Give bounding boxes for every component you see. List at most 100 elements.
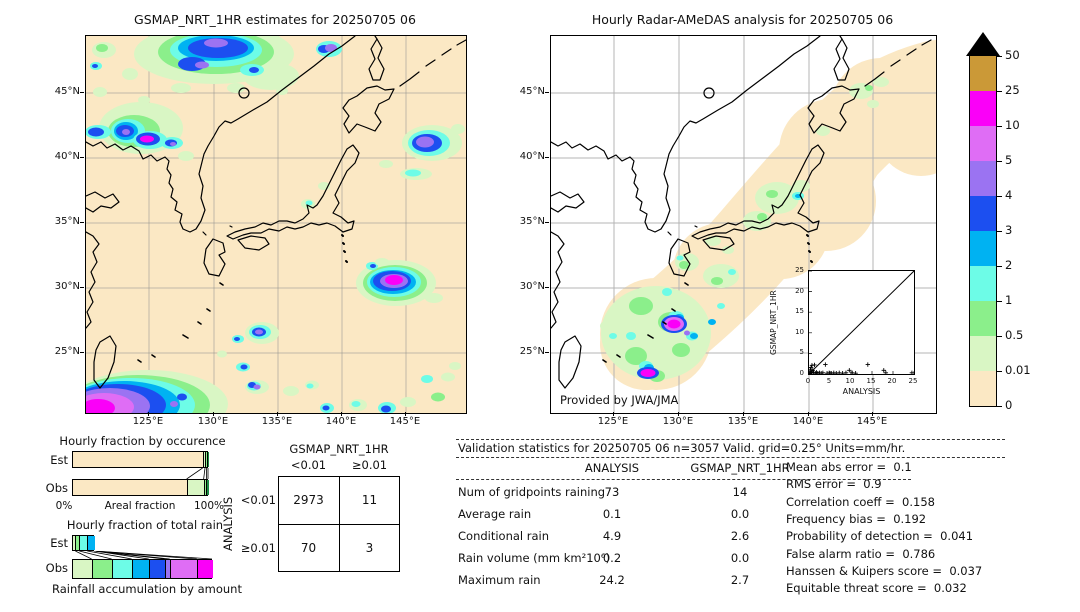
bar-segment <box>207 480 209 495</box>
colorbar-overflow-triangle <box>966 32 1000 56</box>
inset-x-tick-label: 15 <box>866 377 876 385</box>
bar-segment <box>165 560 171 578</box>
contingency-grid-hline <box>279 524 399 525</box>
lon-tick-label: 145°E <box>856 416 888 427</box>
table-row-label: Rain volume (mm km²10⁶) <box>458 551 610 565</box>
bar-segment <box>187 480 205 495</box>
inset-scatter-canvas <box>807 270 915 376</box>
bar-segment <box>197 560 213 578</box>
totalrain-axis-label: Rainfall accumulation by amount <box>52 582 242 596</box>
lat-tick-mark <box>80 287 84 288</box>
inset-x-axis-label: ANALYSIS <box>842 387 881 396</box>
contingency-col-label-2: ≥0.01 <box>351 458 388 472</box>
colorbar-segment <box>970 126 996 161</box>
stacked-bar <box>72 559 213 579</box>
stat-line: Hanssen & Kuipers score = 0.037 <box>786 563 983 578</box>
colorbar-tick-mark <box>997 91 1002 92</box>
colorbar-segment <box>970 196 996 231</box>
lon-tick-mark <box>405 412 406 416</box>
bar-segment <box>112 560 133 578</box>
bar-segment <box>207 452 209 467</box>
lon-tick-label: 140°E <box>792 416 824 427</box>
inset-x-tick-label: 20 <box>887 377 897 385</box>
colorbar-tick-label: 10 <box>1005 118 1020 132</box>
colorbar-tick-label: 4 <box>1005 188 1013 202</box>
colorbar-frame <box>969 55 997 407</box>
lon-tick-label: 130°E <box>662 416 694 427</box>
bar-segment <box>88 536 96 550</box>
contingency-row-label-1: <0.01 <box>240 493 276 507</box>
bar-segment <box>73 452 204 467</box>
bar-segment <box>80 536 89 550</box>
colorbar-segment <box>970 301 996 336</box>
colorbar-tick-label: 0.01 <box>1005 363 1031 377</box>
lat-tick-mark <box>545 157 549 158</box>
colorbar-tick-label: 2 <box>1005 258 1013 272</box>
provider-credit: Provided by JWA/JMA <box>560 393 679 407</box>
inset-scatter-plot <box>807 270 915 376</box>
validation-col-header-gsmap: GSMAP_NRT_1HR <box>690 461 790 475</box>
bar-segment <box>92 560 113 578</box>
lon-tick-mark <box>213 412 214 416</box>
colorbar-tick-mark <box>997 196 1002 197</box>
areal-fraction-min-label: 0% <box>55 500 73 512</box>
lon-tick-label: 135°E <box>727 416 759 427</box>
table-cell-gsmap: 0.0 <box>730 507 750 521</box>
inset-x-tick-label: 25 <box>908 377 918 385</box>
stat-line: Correlation coeff = 0.158 <box>786 494 935 509</box>
occurrence-obs-label: Obs <box>45 481 68 495</box>
lat-tick-label: 30°N <box>54 281 80 292</box>
bar-segment <box>76 536 81 550</box>
areal-fraction-max-label: 100% <box>193 500 225 512</box>
lon-tick-mark <box>872 412 873 416</box>
bar-segment <box>206 452 208 467</box>
occurrence-est-label: Est <box>50 453 68 467</box>
bar-segment <box>73 480 188 495</box>
table-cell-analysis: 0.2 <box>602 551 622 565</box>
contingency-row-label-2: ≥0.01 <box>240 541 276 555</box>
lat-tick-mark <box>545 92 549 93</box>
lat-tick-mark <box>80 352 84 353</box>
lat-tick-label: 45°N <box>54 86 80 97</box>
lon-tick-label: 140°E <box>325 416 357 427</box>
lat-tick-label: 40°N <box>54 151 80 162</box>
table-cell-gsmap: 2.7 <box>730 573 750 587</box>
contingency-cell-hits: 3 <box>365 541 374 555</box>
colorbar-tick-mark <box>997 126 1002 127</box>
stacked-bar <box>72 535 96 551</box>
bar-segment <box>73 560 93 578</box>
table-row-label: Maximum rain <box>458 573 541 587</box>
gsmap-map-graphic <box>86 36 466 413</box>
table-cell-gsmap: 14 <box>732 485 748 499</box>
contingency-row-group-label: ANALYSIS <box>221 496 235 552</box>
lat-tick-mark <box>545 222 549 223</box>
bar-connector-lines <box>186 468 209 479</box>
table-row-label: Conditional rain <box>458 529 550 543</box>
lat-tick-label: 35°N <box>519 216 545 227</box>
colorbar-tick-mark <box>997 56 1002 57</box>
inset-y-tick-label: 15 <box>795 307 804 316</box>
stat-line: RMS error = 0.9 <box>786 477 882 492</box>
lat-tick-mark <box>545 352 549 353</box>
inset-y-tick-label: 20 <box>795 286 804 295</box>
lon-tick-label: 145°E <box>389 416 421 427</box>
stat-line: Frequency bias = 0.192 <box>786 511 927 526</box>
contingency-cell-false-alarm: 11 <box>361 493 378 507</box>
colorbar-segment <box>970 336 996 371</box>
table-cell-analysis: 0.1 <box>602 507 622 521</box>
contingency-table-grid <box>278 476 400 572</box>
lon-tick-mark <box>678 412 679 416</box>
colorbar-segment <box>970 161 996 196</box>
bar-segment <box>203 452 206 467</box>
inset-y-axis-label: GSMAP_NRT_1HR <box>769 290 778 355</box>
stacked-bar <box>72 451 209 468</box>
lon-tick-mark <box>743 412 744 416</box>
colorbar-tick-mark <box>997 231 1002 232</box>
colorbar-tick-mark <box>997 371 1002 372</box>
validation-title: Validation statistics for 20250705 06 n=… <box>458 441 906 455</box>
inset-x-tick-label: 10 <box>845 377 855 385</box>
lat-tick-label: 25°N <box>519 346 545 357</box>
lon-tick-label: 135°E <box>261 416 293 427</box>
inset-y-tick-label: 25 <box>795 266 804 274</box>
